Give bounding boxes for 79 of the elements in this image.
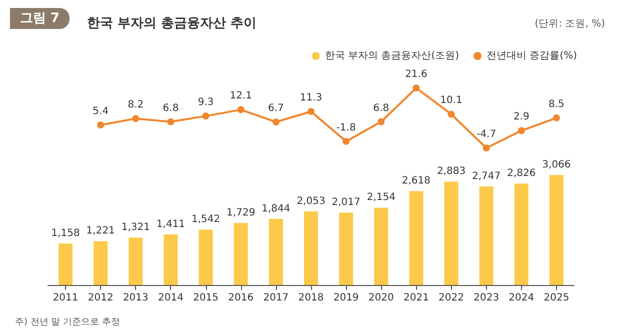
- point: [132, 115, 140, 122]
- data-label: 2,883: [436, 166, 466, 178]
- bar: [198, 230, 213, 285]
- data-label: 6.7: [268, 102, 284, 114]
- x-tick-label: 2019: [333, 292, 359, 304]
- bar: [479, 186, 494, 285]
- data-label: 2,154: [366, 192, 396, 204]
- data-label: 6.8: [162, 102, 179, 114]
- point: [342, 138, 350, 145]
- bar: [444, 182, 458, 285]
- x-tick-label: 2021: [403, 292, 429, 304]
- x-tick-label: 2013: [122, 292, 148, 304]
- bar: [128, 238, 143, 285]
- data-label: 2,053: [296, 196, 326, 207]
- data-label: 1,221: [86, 226, 115, 237]
- point: [518, 127, 525, 134]
- point: [167, 118, 174, 126]
- data-label: 8.2: [128, 100, 144, 111]
- x-tick-label: 2022: [438, 292, 464, 304]
- bar: [234, 222, 248, 285]
- x-tick-label: 2025: [544, 292, 570, 304]
- bar: [268, 218, 283, 285]
- chart-title: 그림 7: [20, 11, 60, 26]
- data-label: 11.3: [300, 92, 322, 104]
- bar: [549, 175, 564, 285]
- data-label: 2,017: [332, 197, 360, 208]
- x-tick-label: 2017: [263, 292, 289, 304]
- data-label: 10.1: [440, 95, 462, 106]
- text: (단위: 조원, %): [534, 18, 606, 30]
- point: [448, 110, 455, 118]
- data-label: 5.4: [92, 106, 109, 117]
- x-tick-label: 2012: [88, 292, 114, 304]
- data-label: 3,066: [542, 160, 571, 170]
- x-tick-label: 2016: [228, 292, 254, 304]
- bar: [304, 211, 318, 285]
- bar: [374, 208, 388, 285]
- data-label: 1,158: [51, 228, 80, 239]
- x-tick-label: 2014: [158, 292, 184, 304]
- legend-label: 전년대비 증감률(%): [486, 50, 578, 62]
- chart-subtitle: 한국 부자의 총금융자산 추이: [87, 16, 257, 31]
- data-label: 2.9: [513, 112, 530, 123]
- point: [202, 112, 210, 120]
- data-label: 1,411: [156, 218, 186, 230]
- bar: [94, 241, 108, 285]
- x-tick-label: 2023: [474, 292, 500, 304]
- data-label: 2,618: [402, 176, 431, 187]
- data-label: 1,542: [191, 214, 220, 226]
- bar: [164, 234, 178, 285]
- x-tick-label: 2011: [52, 292, 78, 304]
- data-label: 2,747: [472, 170, 501, 182]
- x-tick-label: 2020: [368, 292, 394, 304]
- data-label: -4.7: [476, 129, 496, 140]
- data-label: 21.6: [405, 69, 428, 80]
- point: [308, 108, 314, 115]
- data-label: 1,844: [262, 203, 290, 214]
- bar: [409, 191, 424, 285]
- text: 주) 전년 말 기준으로 추정: [15, 318, 120, 328]
- data-label: 2,826: [507, 168, 536, 180]
- data-label: 12.1: [230, 90, 252, 102]
- bar: [514, 184, 528, 285]
- data-label: -1.8: [336, 122, 356, 134]
- legend-label: 한국 부자의 총금융자산(조원): [324, 50, 460, 62]
- x-tick-label: 2018: [298, 292, 324, 304]
- data-label: 1,729: [226, 207, 256, 218]
- point: [237, 106, 244, 114]
- point: [552, 114, 560, 122]
- point: [97, 121, 104, 128]
- x-tick-label: 2015: [193, 292, 219, 304]
- point: [412, 84, 420, 92]
- data-label: 9.3: [198, 97, 214, 108]
- bar: [339, 212, 354, 285]
- point: [482, 144, 490, 152]
- point: [272, 118, 280, 126]
- data-label: 6.8: [373, 102, 390, 114]
- point: [378, 118, 385, 126]
- x-tick-label: 2024: [508, 292, 534, 304]
- bar: [58, 243, 73, 285]
- data-label: 8.5: [548, 98, 564, 110]
- data-label: 1,321: [121, 222, 150, 234]
